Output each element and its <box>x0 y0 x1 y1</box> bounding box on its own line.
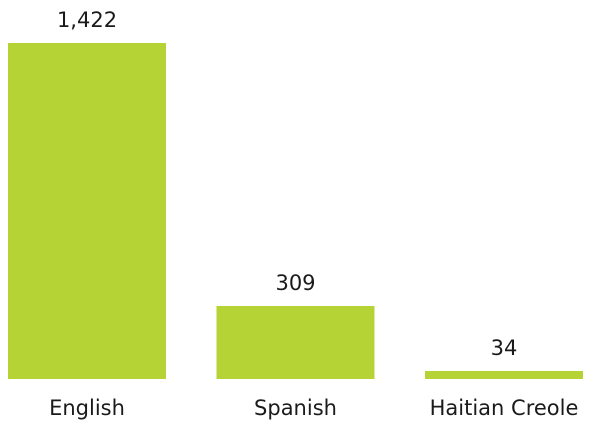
value-label: 34 <box>491 336 518 360</box>
category-label: Haitian Creole <box>430 396 579 420</box>
value-label: 1,422 <box>57 8 117 32</box>
bar <box>8 43 166 379</box>
category-label: Spanish <box>254 396 337 420</box>
bar <box>425 370 583 379</box>
category-label: English <box>49 396 125 420</box>
value-label: 309 <box>275 271 315 295</box>
bar <box>216 305 375 379</box>
